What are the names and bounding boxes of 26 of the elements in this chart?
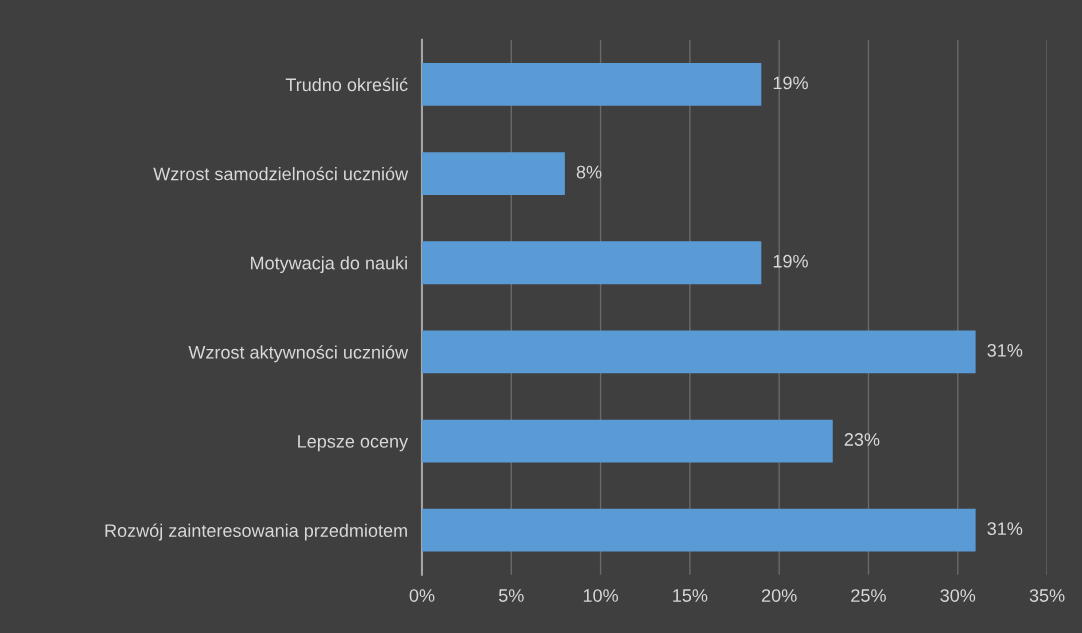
- data-label: 31%: [987, 343, 1023, 357]
- y-tick-label: Wzrost samodzielności uczniów: [153, 166, 409, 181]
- y-tick-label: Motywacja do nauki: [251, 256, 407, 274]
- y-tick-label: Wzrost aktywności uczniów: [188, 345, 409, 363]
- data-label: 31%: [987, 522, 1023, 536]
- bar: [421, 241, 762, 285]
- bar: [421, 508, 976, 552]
- x-tick-label: 10%: [583, 589, 618, 602]
- x-tick-label: 25%: [851, 589, 886, 602]
- data-label: 8%: [576, 165, 602, 179]
- x-tick-label: 35%: [1029, 589, 1065, 602]
- x-tick-label: 0%: [409, 589, 435, 602]
- x-tick-label: 30%: [940, 589, 976, 602]
- bar: [421, 330, 976, 374]
- data-label: 19%: [773, 254, 808, 268]
- x-tick-label: 5%: [498, 589, 524, 602]
- bar: [421, 152, 565, 195]
- y-tick-label: Trudno określić: [285, 77, 408, 92]
- y-tick-label: Rozwój zainteresowania przedmiotem: [105, 523, 407, 541]
- data-label: 23%: [844, 433, 880, 446]
- x-tick-label: 15%: [673, 589, 708, 602]
- data-label: 19%: [773, 76, 808, 90]
- x-tick-label: 20%: [762, 589, 797, 602]
- bar: [421, 63, 762, 106]
- bar: [421, 419, 833, 463]
- y-tick-label: Lepsze oceny: [298, 435, 409, 452]
